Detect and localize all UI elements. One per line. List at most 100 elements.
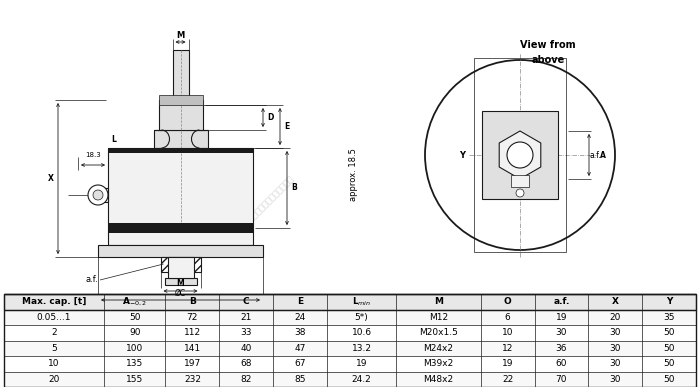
Text: 90: 90	[129, 328, 141, 337]
Text: above: above	[531, 55, 565, 65]
Text: 24: 24	[295, 313, 306, 322]
Text: 10.6: 10.6	[351, 328, 372, 337]
Bar	[158, 100, 202, 104]
Text: 68: 68	[241, 359, 252, 368]
Text: A$_{-0,2}$: A$_{-0,2}$	[122, 296, 147, 308]
Text: 47: 47	[294, 344, 306, 353]
Text: 30: 30	[610, 328, 621, 337]
Text: 85: 85	[294, 375, 306, 384]
Text: 19: 19	[356, 359, 368, 368]
Text: 36: 36	[556, 344, 567, 353]
Bar	[158, 95, 202, 105]
Text: a.f.: a.f.	[86, 276, 99, 284]
Text: 50: 50	[664, 328, 675, 337]
Text: O: O	[504, 297, 512, 306]
Text: 5: 5	[51, 344, 57, 353]
Bar	[4, 294, 696, 310]
Bar	[160, 257, 200, 272]
Text: 6: 6	[505, 313, 510, 322]
Bar	[474, 58, 566, 252]
Text: 广州众鑫自动化科技有限公司: 广州众鑫自动化科技有限公司	[244, 174, 296, 226]
Text: 155: 155	[126, 375, 144, 384]
Text: 13.2: 13.2	[351, 344, 372, 353]
Polygon shape	[499, 131, 541, 179]
Circle shape	[88, 185, 108, 205]
Text: M48x2: M48x2	[424, 375, 454, 384]
Bar	[511, 175, 529, 187]
Text: 20: 20	[610, 313, 621, 322]
Text: B: B	[189, 297, 196, 306]
Text: 135: 135	[126, 359, 144, 368]
Circle shape	[425, 60, 615, 250]
Text: 35: 35	[664, 313, 675, 322]
Text: 5*): 5*)	[355, 313, 368, 322]
Text: E: E	[284, 122, 290, 131]
Text: ØC: ØC	[175, 288, 186, 298]
Text: L: L	[111, 135, 116, 144]
Bar	[153, 130, 207, 148]
Text: 197: 197	[184, 359, 201, 368]
Bar	[108, 228, 253, 233]
Text: View from: View from	[520, 40, 576, 50]
Text: B: B	[291, 183, 297, 192]
Bar	[108, 223, 253, 228]
Text: 10: 10	[502, 328, 513, 337]
Bar	[167, 257, 193, 278]
Circle shape	[507, 142, 533, 168]
Text: 19: 19	[502, 359, 513, 368]
Text: Max. cap. [t]: Max. cap. [t]	[22, 297, 86, 306]
Text: 112: 112	[184, 328, 201, 337]
Text: X: X	[48, 174, 54, 183]
Text: 12: 12	[502, 344, 513, 353]
Text: A: A	[600, 151, 606, 159]
Text: 30: 30	[610, 344, 621, 353]
Text: M20x1.5: M20x1.5	[419, 328, 458, 337]
Bar	[482, 111, 558, 199]
Bar	[4, 310, 696, 325]
Text: 33: 33	[241, 328, 252, 337]
Text: X: X	[612, 297, 619, 306]
Text: M39x2: M39x2	[424, 359, 454, 368]
Text: M: M	[434, 297, 443, 306]
Bar	[108, 148, 253, 153]
Text: 0.05...1: 0.05...1	[36, 313, 71, 322]
Text: D: D	[267, 113, 273, 122]
Text: C: C	[243, 297, 249, 306]
Text: 232: 232	[184, 375, 201, 384]
Circle shape	[93, 190, 103, 200]
Text: 141: 141	[184, 344, 201, 353]
Bar	[4, 372, 696, 387]
Text: approx. 18.5: approx. 18.5	[349, 149, 358, 202]
Text: 100: 100	[126, 344, 144, 353]
Text: 18.3: 18.3	[85, 152, 101, 158]
Text: L$_{min}$: L$_{min}$	[352, 296, 371, 308]
Bar	[108, 148, 253, 228]
Text: E: E	[297, 297, 303, 306]
Text: 50: 50	[664, 344, 675, 353]
Text: 22: 22	[502, 375, 513, 384]
Text: 21: 21	[241, 313, 252, 322]
Text: 60: 60	[556, 359, 567, 368]
Bar	[164, 278, 197, 285]
Text: 10: 10	[48, 359, 60, 368]
Text: 50: 50	[664, 375, 675, 384]
Text: 38: 38	[294, 328, 306, 337]
Text: 24.2: 24.2	[351, 375, 372, 384]
Circle shape	[516, 189, 524, 197]
Text: 30: 30	[610, 359, 621, 368]
Text: 67: 67	[294, 359, 306, 368]
Text: a.f.: a.f.	[589, 151, 601, 159]
Text: 20: 20	[48, 375, 60, 384]
Bar	[108, 228, 253, 245]
Text: 72: 72	[187, 313, 198, 322]
Bar	[158, 100, 202, 130]
Text: 70: 70	[556, 375, 567, 384]
Bar	[172, 50, 188, 100]
Bar	[98, 245, 263, 257]
Text: 30: 30	[556, 328, 567, 337]
Text: 40: 40	[241, 344, 252, 353]
Text: 2: 2	[51, 328, 57, 337]
Bar	[4, 325, 696, 341]
Bar	[4, 341, 696, 356]
Text: Y: Y	[459, 151, 465, 159]
